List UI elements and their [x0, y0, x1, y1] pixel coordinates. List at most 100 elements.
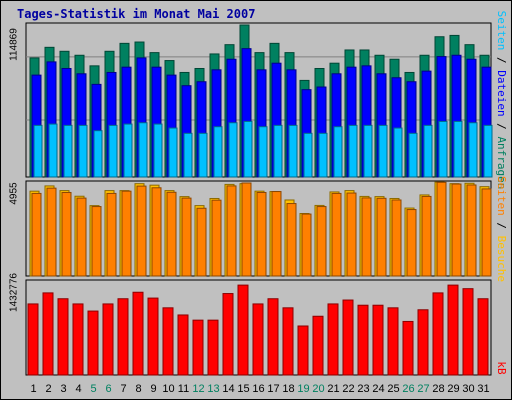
bar-kb-day-6: [102, 303, 114, 376]
page-title: Tages-Statistik im Monat Mai 2007: [17, 7, 256, 21]
x-tick-label-day-13: 13: [207, 383, 219, 395]
bar-seiten-day-22: [348, 124, 358, 178]
bar-seiten-day-20: [318, 132, 328, 178]
x-tick-label-day-4: 4: [75, 383, 81, 395]
bar-seiten-visits-day-23: [361, 197, 372, 277]
bar-seiten-day-4: [78, 124, 88, 178]
x-tick-label-day-30: 30: [462, 383, 474, 395]
legend-visits-part-2: /: [495, 216, 508, 236]
bar-seiten-visits-day-20: [316, 206, 327, 277]
bar-kb-day-15: [237, 284, 249, 376]
bar-seiten-visits-day-5: [91, 206, 102, 277]
bar-seiten-visits-day-16: [256, 191, 267, 277]
bar-kb-day-17: [267, 298, 279, 376]
bar-seiten-day-9: [153, 123, 163, 178]
bar-seiten-day-15: [243, 120, 253, 178]
bar-kb-day-14: [222, 293, 234, 376]
bar-kb-day-26: [402, 320, 414, 376]
bar-seiten-day-5: [93, 130, 103, 178]
bar-kb-day-25: [387, 307, 399, 376]
bar-seiten-visits-day-6: [106, 192, 117, 277]
bar-kb-day-20: [312, 315, 324, 376]
bar-seiten-visits-day-29: [451, 183, 462, 277]
bar-seiten-day-16: [258, 126, 268, 178]
bar-seiten-day-25: [393, 127, 403, 178]
bar-seiten-visits-day-30: [466, 184, 477, 277]
x-tick-label-day-9: 9: [150, 383, 156, 395]
x-tick-label-day-29: 29: [447, 383, 459, 395]
bar-seiten-day-13: [213, 126, 223, 178]
bar-kb-day-23: [357, 304, 369, 376]
bar-kb-day-16: [252, 303, 264, 376]
x-tick-label-day-1: 1: [30, 383, 36, 395]
legend-kbytes-part-1: kB: [495, 361, 508, 375]
bar-kb-day-12: [192, 319, 204, 376]
legend-requests-part-4: /: [495, 117, 508, 137]
bar-kb-day-27: [417, 309, 429, 376]
legend-visits: Seiten / Besuche: [495, 176, 508, 282]
bar-kb-day-24: [372, 304, 384, 376]
legend-requests-part-5: Anfragen: [495, 136, 508, 189]
bar-seiten-day-19: [303, 132, 313, 178]
x-tick-label-day-6: 6: [105, 383, 111, 395]
bar-kb-day-10: [162, 307, 174, 376]
bar-seiten-visits-day-18: [286, 203, 297, 277]
bar-seiten-day-7: [123, 123, 133, 178]
bar-seiten-day-17: [273, 124, 283, 178]
bar-seiten-day-26: [408, 132, 418, 178]
x-tick-label-day-2: 2: [45, 383, 51, 395]
bar-seiten-visits-day-8: [136, 185, 147, 277]
bar-kb-day-11: [177, 314, 189, 376]
bar-seiten-visits-day-1: [31, 192, 42, 277]
x-tick-label-day-12: 12: [192, 383, 204, 395]
bar-seiten-day-28: [438, 120, 448, 178]
x-tick-label-day-11: 11: [178, 383, 189, 395]
bar-kb-day-5: [87, 310, 99, 376]
bar-seiten-day-23: [363, 124, 373, 178]
legend-requests-part-1: Seiten: [495, 11, 508, 51]
bar-kb-day-4: [72, 303, 84, 376]
x-tick-label-day-19: 19: [297, 383, 309, 395]
bar-seiten-day-10: [168, 127, 178, 178]
x-tick-label-day-5: 5: [90, 383, 96, 395]
legend-requests-part-2: /: [495, 50, 508, 70]
legend-requests: Seiten / Dateien / Anfragen: [495, 11, 508, 190]
bar-seiten-day-2: [48, 123, 58, 178]
bar-seiten-day-21: [333, 126, 343, 178]
bar-seiten-day-1: [33, 124, 43, 178]
legend-visits-part-3: Besuche: [495, 236, 508, 282]
bar-seiten-day-29: [453, 120, 463, 178]
x-tick-label-day-15: 15: [237, 383, 249, 395]
x-tick-label-day-20: 20: [312, 383, 324, 395]
bar-kb-day-21: [327, 303, 339, 376]
bar-kb-day-29: [447, 284, 459, 376]
x-tick-label-day-18: 18: [282, 383, 294, 395]
bar-seiten-visits-day-21: [331, 192, 342, 277]
bar-kb-day-30: [462, 288, 474, 376]
legend-requests-part-3: Dateien: [495, 70, 508, 116]
x-tick-label-day-22: 22: [342, 383, 354, 395]
x-tick-label-day-23: 23: [357, 383, 369, 395]
x-tick-label-day-10: 10: [162, 383, 174, 395]
x-tick-label-day-31: 31: [477, 383, 489, 395]
bar-seiten-day-6: [108, 124, 118, 178]
bar-seiten-visits-day-11: [181, 197, 192, 277]
legend-visits-part-1: Seiten: [495, 176, 508, 216]
bar-kb-day-19: [297, 325, 309, 376]
bar-seiten-day-11: [183, 132, 193, 178]
bar-seiten-visits-day-7: [121, 190, 132, 277]
bar-seiten-visits-day-25: [391, 199, 402, 277]
bar-kb-day-13: [207, 319, 219, 376]
x-tick-label-day-24: 24: [372, 383, 384, 395]
bar-seiten-visits-day-22: [346, 192, 357, 277]
bar-kb-day-2: [42, 292, 54, 376]
x-tick-label-day-3: 3: [60, 383, 66, 395]
bar-seiten-day-18: [288, 124, 298, 178]
bar-kb-day-8: [132, 291, 144, 376]
bar-seiten-visits-day-9: [151, 187, 162, 277]
bar-seiten-visits-day-3: [61, 191, 72, 277]
bar-seiten-day-24: [378, 124, 388, 178]
bar-kb-day-1: [27, 303, 39, 376]
